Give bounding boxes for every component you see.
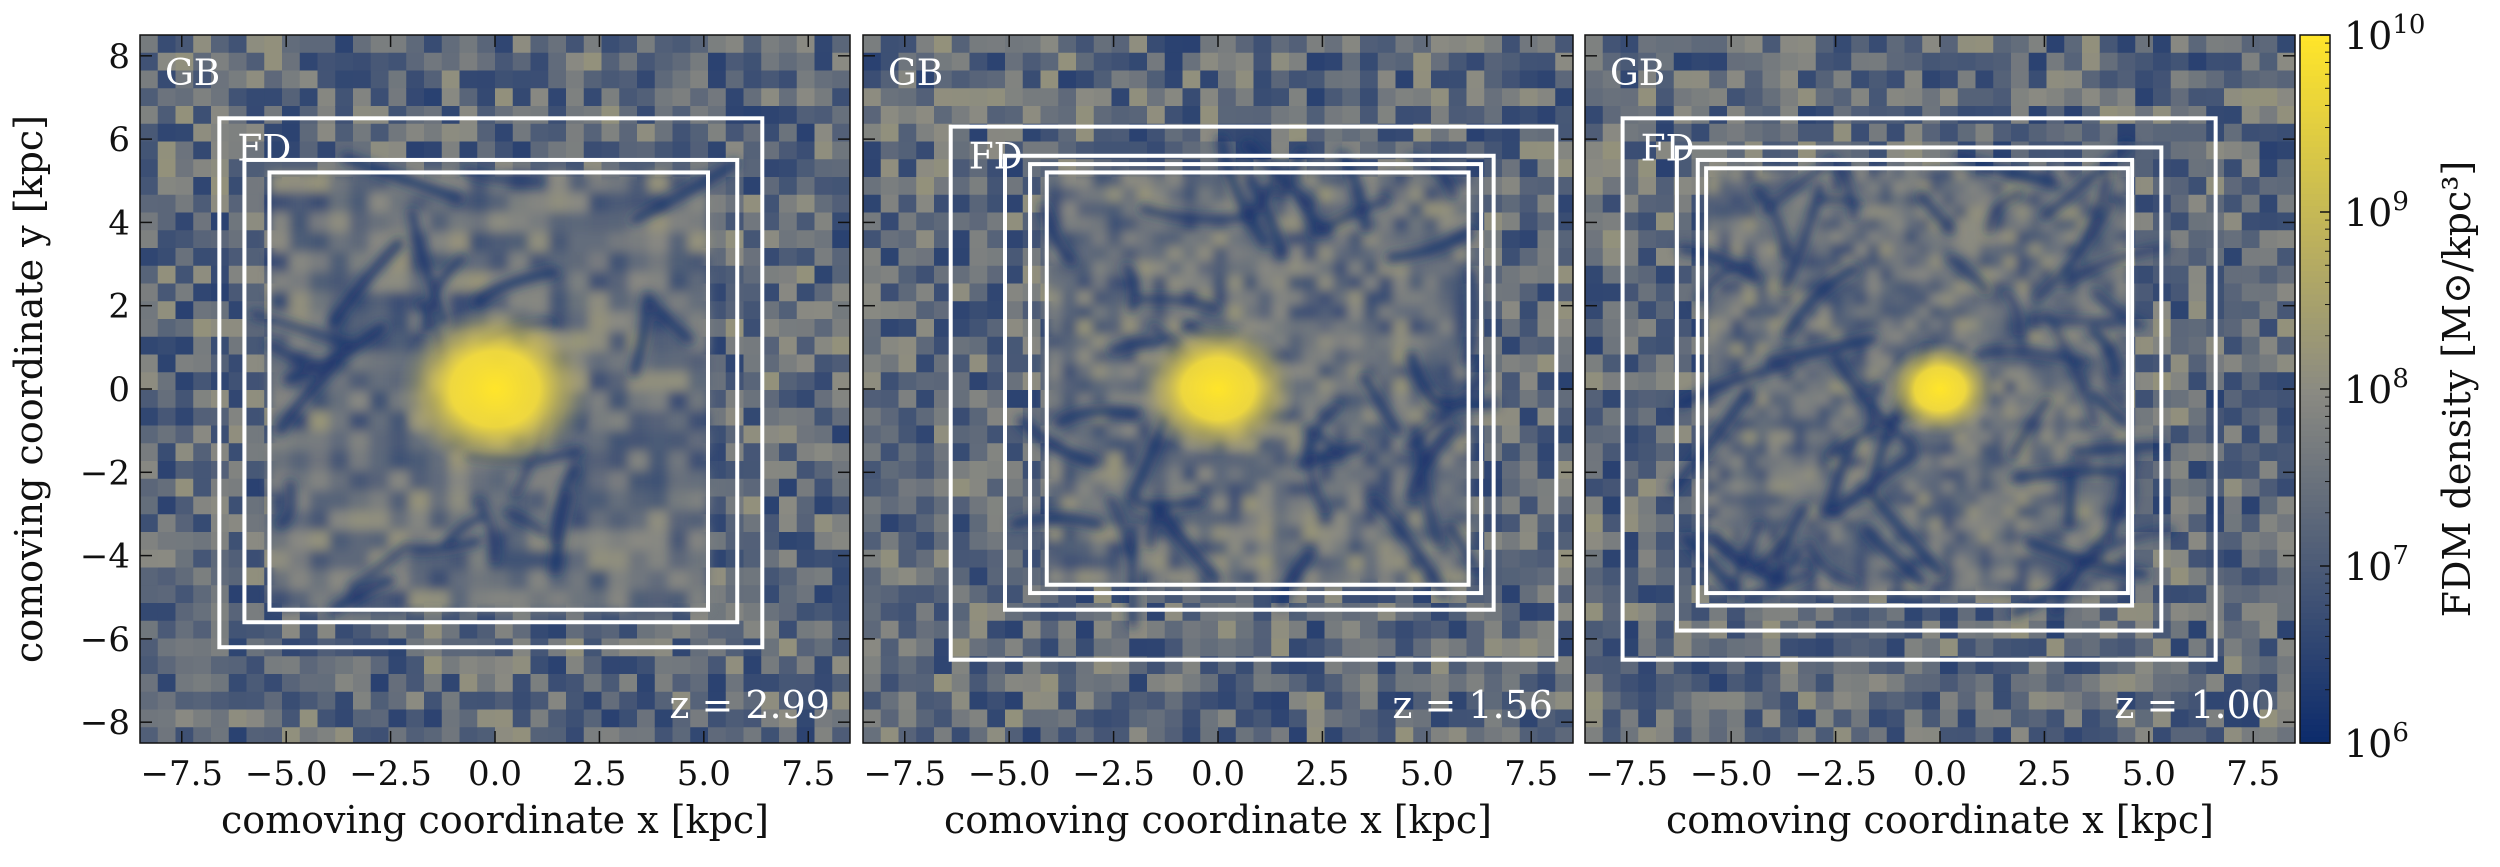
x-tick-label: 7.5 bbox=[2226, 754, 2280, 794]
region-box-4 bbox=[1044, 170, 1471, 587]
central-core bbox=[1137, 320, 1299, 458]
colorbar-tick-label: 1010 bbox=[2344, 10, 2425, 58]
x-tick-label: −2.5 bbox=[1794, 754, 1877, 794]
gb-label: GB bbox=[1610, 53, 1665, 94]
y-tick-label: 0 bbox=[108, 370, 130, 410]
region-box-3 bbox=[267, 170, 710, 612]
region-box-3 bbox=[1695, 157, 2135, 608]
y-tick-label: 6 bbox=[108, 120, 130, 160]
fd-label: FD bbox=[969, 137, 1023, 178]
y-tick-label: −6 bbox=[80, 620, 130, 660]
x-tick-label: 0.0 bbox=[468, 754, 522, 794]
x-tick-label: 7.5 bbox=[1504, 754, 1558, 794]
y-tick-label: −2 bbox=[80, 453, 130, 493]
colorbar-label: FDM density [M⊙/kpc³] bbox=[2435, 161, 2479, 618]
region-box-1 bbox=[948, 124, 1559, 662]
colorbar: 106 107 108 109 1010 FDM density [M⊙/kpc³] bbox=[2299, 10, 2479, 766]
x-axis-label: comoving coordinate x [kpc] bbox=[944, 798, 1492, 842]
x-tick-label: 2.5 bbox=[2017, 754, 2071, 794]
y-tick-label: 8 bbox=[108, 37, 130, 77]
x-axis-label: comoving coordinate x [kpc] bbox=[1666, 798, 2214, 842]
region-box-1 bbox=[217, 116, 765, 650]
x-tick-label: 0.0 bbox=[1913, 754, 1967, 794]
fd-label: FD bbox=[1641, 128, 1695, 169]
region-box-3 bbox=[1028, 162, 1484, 596]
x-tick-label: 2.5 bbox=[572, 754, 626, 794]
x-tick-label: −5.0 bbox=[968, 754, 1051, 794]
panel-3: GB FD z = 1.00 −7.5 −5.0 −2.5 0.0 2.5 5.0 7.5 como… bbox=[1584, 34, 2296, 842]
region-box-1 bbox=[1620, 116, 2218, 662]
x-tick-label: 5.0 bbox=[2122, 754, 2176, 794]
region-box-2 bbox=[1003, 153, 1496, 612]
x-tick-label: −5.0 bbox=[1690, 754, 1773, 794]
x-tick-label: 5.0 bbox=[677, 754, 731, 794]
central-core bbox=[1883, 341, 1997, 437]
y-tick-label: 2 bbox=[108, 287, 130, 327]
central-core bbox=[396, 305, 594, 473]
redshift-label: z = 1.56 bbox=[1392, 683, 1553, 727]
y-axis-label: comoving coordinate y [kpc] bbox=[7, 115, 51, 663]
density-field bbox=[863, 35, 1573, 743]
y-tick-label: −4 bbox=[80, 537, 130, 577]
region-box-2 bbox=[242, 157, 740, 625]
colorbar-tick-label: 106 bbox=[2344, 718, 2409, 766]
x-tick-label: 0.0 bbox=[1191, 754, 1245, 794]
x-tick-label: −5.0 bbox=[245, 754, 328, 794]
panel-1: GB FD z = 2.99 −7.5 −5.0 −2.5 0.0 2.5 5.0 7.5 −8 −6… bbox=[7, 34, 851, 842]
region-box-2 bbox=[1674, 145, 2164, 633]
panel-2: GB FD z = 1.56 −7.5 −5.0 −2.5 0.0 2.5 5.0 7.5 como… bbox=[862, 34, 1574, 842]
colorbar-tick-label: 108 bbox=[2344, 364, 2409, 412]
gb-label: GB bbox=[165, 53, 220, 94]
colorbar-tick-label: 109 bbox=[2344, 187, 2409, 235]
x-tick-label: 5.0 bbox=[1400, 754, 1454, 794]
x-tick-label: −7.5 bbox=[140, 754, 223, 794]
x-tick-label: −7.5 bbox=[1585, 754, 1668, 794]
x-tick-label: 2.5 bbox=[1295, 754, 1349, 794]
x-tick-label: −7.5 bbox=[863, 754, 946, 794]
gb-label: GB bbox=[888, 53, 943, 94]
redshift-label: z = 2.99 bbox=[669, 683, 830, 727]
fd-label: FD bbox=[237, 128, 291, 169]
x-tick-label: −2.5 bbox=[349, 754, 432, 794]
x-tick-label: −2.5 bbox=[1072, 754, 1155, 794]
colorbar-tick-label: 107 bbox=[2344, 541, 2409, 589]
y-tick-label: 4 bbox=[108, 203, 130, 243]
y-tick-label: −8 bbox=[80, 703, 130, 743]
region-box-4 bbox=[1704, 166, 2130, 596]
x-axis-label: comoving coordinate x [kpc] bbox=[221, 798, 769, 842]
x-tick-label: 7.5 bbox=[781, 754, 835, 794]
redshift-label: z = 1.00 bbox=[2114, 683, 2275, 727]
